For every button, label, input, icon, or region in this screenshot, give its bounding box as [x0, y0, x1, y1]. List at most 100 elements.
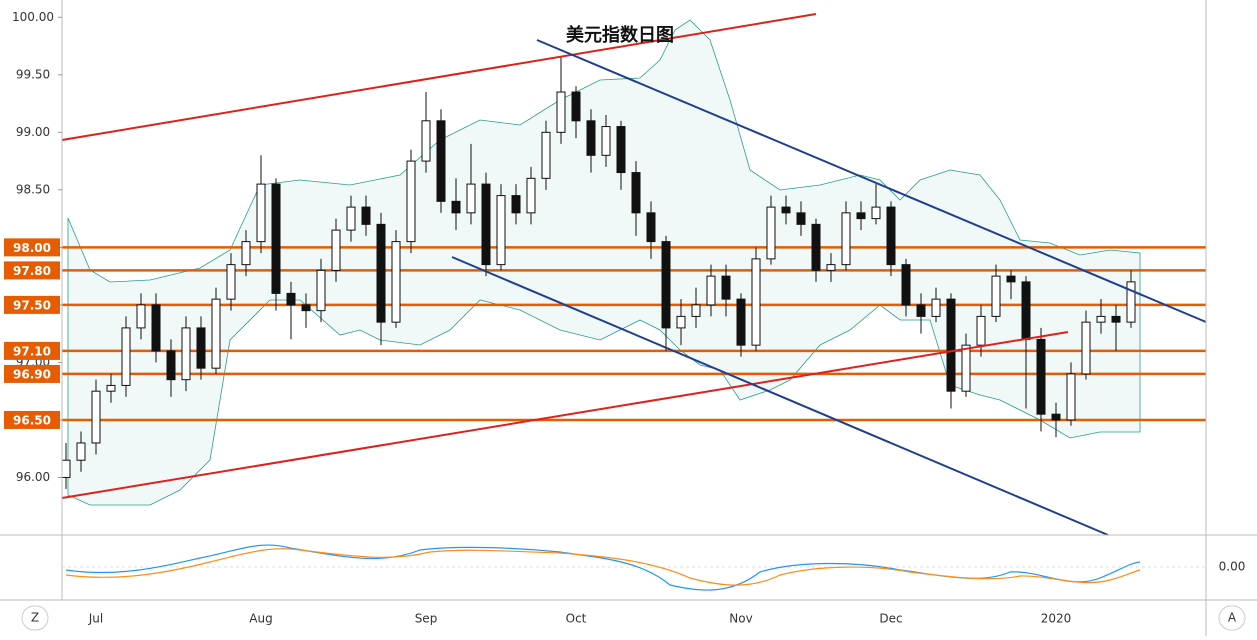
x-tick-label: Dec — [879, 612, 902, 626]
x-tick-label: 2020 — [1041, 612, 1072, 626]
candle-body — [511, 195, 521, 214]
candle-body — [781, 206, 791, 214]
candle-body — [931, 298, 941, 317]
candle-body — [1081, 321, 1091, 375]
trendline — [61, 13, 817, 141]
candle-body — [526, 177, 536, 214]
candle-body — [211, 298, 221, 369]
trendline — [61, 331, 1069, 499]
candle-body — [1021, 281, 1031, 340]
y-tick-label: 98.50 — [16, 182, 50, 196]
candle-body — [961, 344, 971, 392]
signal-line — [65, 548, 1141, 586]
candle-body — [256, 183, 266, 243]
level-label: 96.50 — [13, 413, 51, 427]
candle-body — [196, 327, 206, 369]
candle-body — [841, 212, 851, 266]
zoom-label[interactable]: Z — [31, 611, 39, 625]
candle-body — [586, 120, 596, 156]
candle-body — [316, 269, 326, 312]
candle-body — [661, 241, 671, 329]
candle-body — [1096, 315, 1106, 323]
x-tick-label: Aug — [249, 612, 272, 626]
auto-label[interactable]: A — [1228, 611, 1237, 625]
candle-body — [451, 200, 461, 214]
candle-body — [361, 206, 371, 225]
candle-body — [1111, 315, 1121, 323]
auto-button[interactable] — [1218, 605, 1246, 631]
candle-body — [466, 183, 476, 214]
trendline — [451, 256, 1109, 536]
level-label: 97.10 — [13, 344, 51, 358]
level-label: 97.50 — [13, 298, 51, 312]
candle-body — [61, 459, 71, 478]
candle-body — [376, 223, 386, 323]
candle-body — [421, 120, 431, 162]
candle-body — [736, 298, 746, 346]
y-tick-label: 100.00 — [12, 10, 54, 24]
candle-body — [616, 126, 626, 174]
y-tick-label: 99.50 — [16, 67, 50, 81]
candle-body — [346, 206, 356, 231]
candle-body — [271, 183, 281, 294]
candle-body — [181, 327, 191, 381]
level-label-box — [4, 295, 60, 314]
x-tick-label: Nov — [729, 612, 752, 626]
candle-body — [121, 327, 131, 386]
bollinger-band — [67, 19, 1141, 506]
candle-body — [571, 91, 581, 122]
candle-body — [436, 120, 446, 202]
x-tick-label: Oct — [566, 612, 587, 626]
level-label: 98.00 — [13, 241, 51, 255]
trendline — [536, 39, 1207, 323]
candle-body — [631, 172, 641, 214]
zoom-button[interactable] — [21, 605, 49, 631]
level-label: 96.90 — [13, 367, 51, 381]
candle-body — [646, 212, 656, 243]
level-label-box — [4, 261, 60, 280]
level-label-box — [4, 341, 60, 360]
candle-body — [916, 304, 926, 317]
candle-body — [1036, 338, 1046, 415]
candle-body — [676, 315, 686, 329]
candle-body — [556, 91, 566, 133]
y-tick-label: 99.00 — [16, 125, 50, 139]
candle-body — [601, 126, 611, 156]
candle-body — [721, 275, 731, 300]
candle-body — [301, 304, 311, 312]
candle-body — [871, 206, 881, 220]
candle-body — [991, 275, 1001, 317]
candle-body — [751, 258, 761, 346]
candle-body — [796, 212, 806, 225]
candle-body — [91, 390, 101, 444]
level-label: 97.80 — [13, 264, 51, 278]
candle-body — [811, 223, 821, 271]
x-tick-label: Sep — [415, 612, 438, 626]
candle-body — [1051, 413, 1061, 421]
candle-body — [151, 304, 161, 352]
candle-body — [976, 315, 986, 346]
candle-body — [1066, 373, 1076, 421]
candle-body — [241, 241, 251, 266]
candle-body — [481, 183, 491, 266]
candle-body — [1006, 275, 1016, 283]
candle-body — [856, 212, 866, 220]
level-label-box — [4, 410, 60, 429]
x-tick-label: Jul — [88, 612, 103, 626]
candle-body — [226, 264, 236, 300]
candle-body — [766, 206, 776, 260]
candle-body — [76, 442, 86, 461]
candle-body — [406, 160, 416, 243]
candle-body — [106, 384, 116, 392]
chart-title: 美元指数日图 — [566, 24, 674, 46]
candle-body — [496, 195, 506, 266]
candle-body — [946, 298, 956, 392]
level-label-box — [4, 238, 60, 257]
level-label-box — [4, 364, 60, 383]
candle-body — [331, 229, 341, 271]
candle-body — [691, 304, 701, 317]
macd-line — [65, 544, 1141, 591]
candle-body — [541, 131, 551, 179]
y-tick-label: 96.00 — [16, 470, 50, 484]
